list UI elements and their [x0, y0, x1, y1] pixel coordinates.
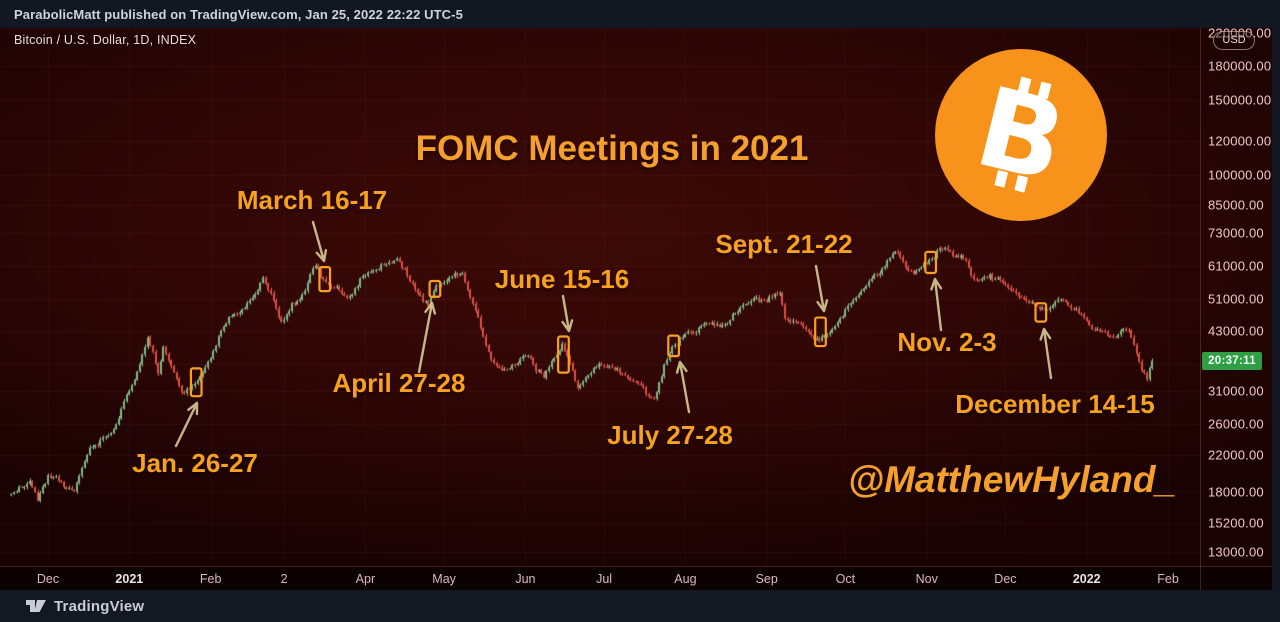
time-axis-label: Feb [1157, 571, 1179, 586]
candle-countdown-badge: 20:37:11 [1202, 351, 1262, 370]
price-axis-label: 61000.00 [1208, 258, 1264, 274]
tradingview-logo-icon[interactable] [26, 598, 46, 614]
time-axis-label: Apr [355, 571, 376, 586]
symbol-legend: Bitcoin / U.S. Dollar, 1D, INDEX [14, 33, 197, 47]
chart-area: Bitcoin / U.S. Dollar, 1D, INDEX FOMC Me… [0, 25, 1280, 590]
time-axis-label: Sep [755, 571, 778, 586]
time-axis: Dec 2021 Feb 2 Apr May Jun Jul Aug Sep Oct Nov Dec 20… [0, 566, 1280, 590]
bitcoin-logo-icon: B [935, 49, 1107, 221]
time-axis-label: Jul [596, 571, 613, 586]
page-edge [1272, 28, 1280, 590]
price-axis-label: 13000.00 [1208, 544, 1264, 560]
time-axis-label: Dec [994, 571, 1017, 586]
fomc-annotation-label: Sept. 21-22 [715, 229, 853, 259]
price-axis-label: 100000.00 [1208, 167, 1272, 183]
price-axis-label: 18000.00 [1208, 484, 1264, 500]
time-axis-label: May [432, 571, 456, 586]
time-axis-label: Feb [199, 571, 222, 586]
publish-line: ParabolicMatt published on TradingView.c… [14, 6, 463, 22]
price-axis-label: 73000.00 [1208, 225, 1264, 241]
tradingview-brand[interactable]: TradingView [54, 597, 145, 615]
chart-title: FOMC Meetings in 2021 [415, 129, 809, 168]
time-axis-label: Jun [515, 571, 536, 586]
fomc-annotation-label: March 16-17 [236, 185, 388, 215]
time-axis-label: Dec [36, 571, 60, 586]
time-axis-label: Aug [674, 571, 697, 586]
price-axis-label: 220000.00 [1208, 25, 1272, 41]
price-axis-label: 43000.00 [1208, 323, 1264, 339]
fomc-annotation-label: July 27-28 [607, 420, 733, 450]
tradingview-footer: TradingView [0, 590, 1280, 622]
price-axis-label: 180000.00 [1208, 58, 1272, 74]
author-handle: @MatthewHyland_ [847, 459, 1177, 500]
price-axis-label: 85000.00 [1208, 197, 1264, 213]
time-axis-label: 2 [280, 571, 288, 586]
fomc-annotation-label: December 14-15 [955, 389, 1155, 419]
fomc-annotation-label: June 15-16 [494, 264, 630, 294]
price-axis-label: 150000.00 [1208, 92, 1272, 108]
fomc-annotation-label: Jan. 26-27 [132, 448, 258, 478]
price-axis-label: 15200.00 [1208, 515, 1264, 531]
price-axis: 220000.00 180000.00 150000.00 120000.00 1000… [1200, 25, 1272, 566]
time-axis-label: 2021 [115, 571, 144, 586]
publish-bar: ParabolicMatt published on TradingView.c… [0, 0, 1280, 28]
fomc-annotation-label: Nov. 2-3 [897, 327, 997, 357]
time-axis-label: Nov [915, 571, 938, 586]
price-axis-label: 31000.00 [1208, 383, 1264, 399]
fomc-annotation-label: April 27-28 [332, 368, 466, 398]
price-axis-label: 120000.00 [1208, 133, 1272, 149]
price-axis-label: 22000.00 [1208, 447, 1264, 463]
time-axis-label: 2022 [1072, 571, 1101, 586]
time-axis-label: Oct [835, 571, 856, 586]
currency-unit-badge: USD [1213, 31, 1255, 50]
price-axis-label: 51000.00 [1208, 291, 1264, 307]
price-axis-label: 26000.00 [1208, 416, 1264, 432]
axis-separator [1200, 28, 1201, 590]
